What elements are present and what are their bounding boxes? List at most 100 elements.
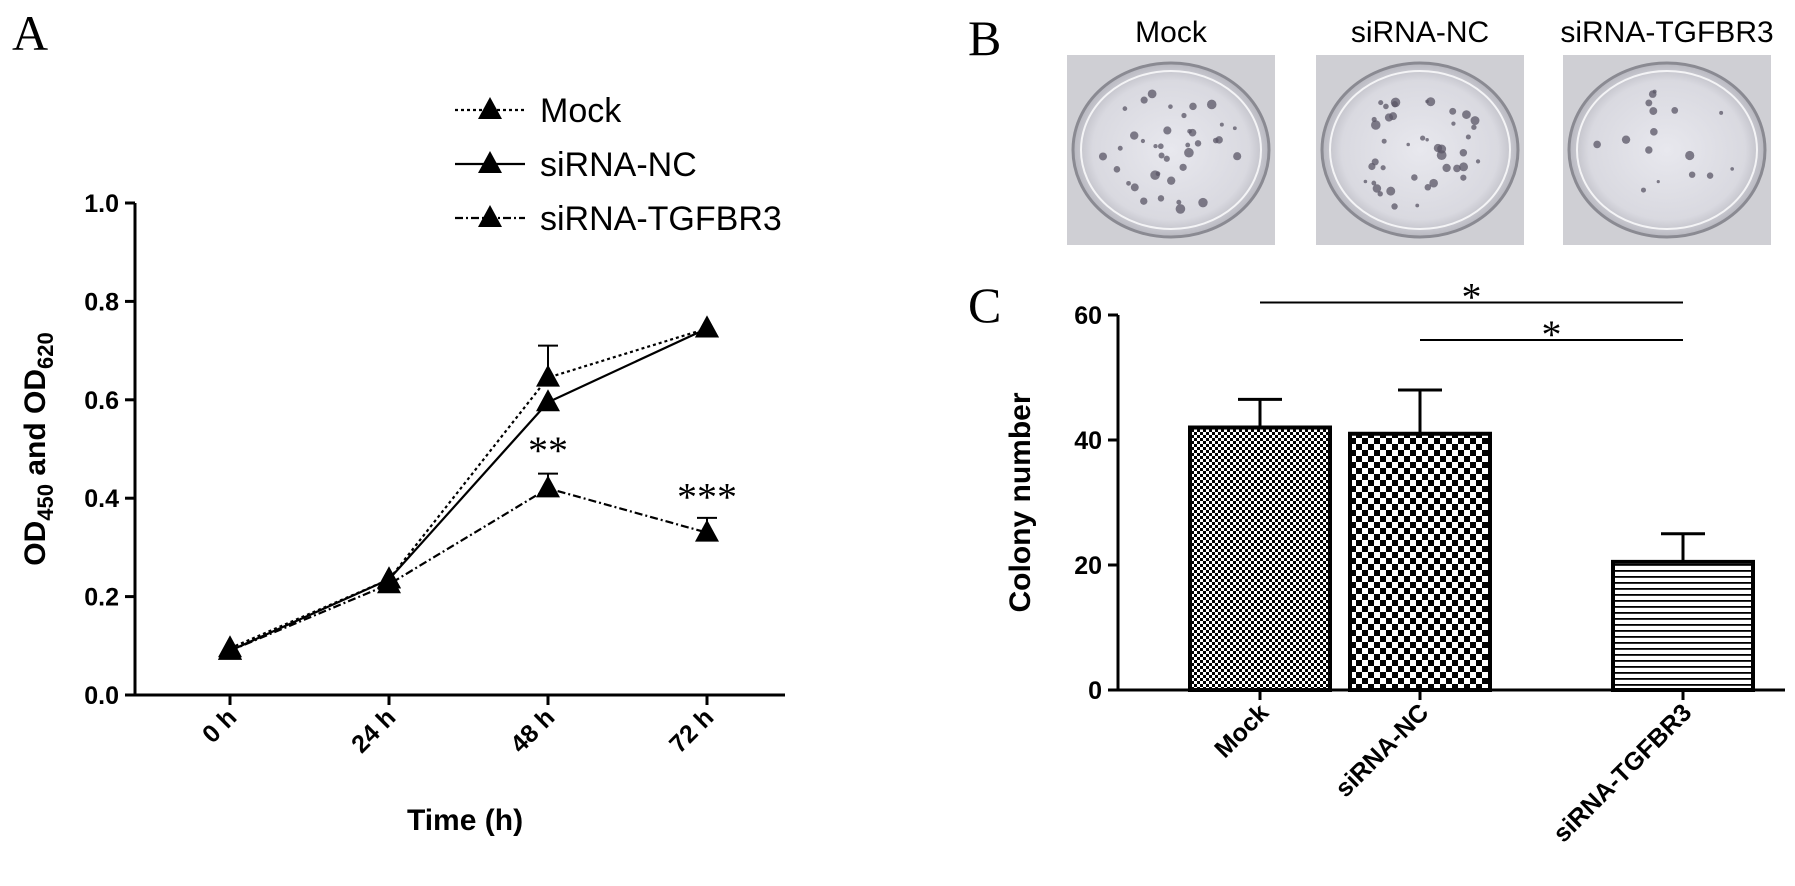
colony-dot	[1130, 183, 1139, 192]
colony-dot	[1377, 191, 1383, 197]
petri-dish	[1071, 61, 1271, 239]
data-point-sirna-tgfbr3	[218, 637, 242, 660]
colony-dot	[1470, 116, 1480, 126]
y-tick-label: 0.2	[84, 584, 119, 612]
colony-dot	[1185, 142, 1191, 148]
legend-label: Mock	[540, 92, 622, 130]
colony-dot	[1688, 171, 1696, 178]
colony-dot	[1168, 104, 1173, 109]
colony-dot	[1425, 99, 1429, 104]
x-tick-label: 72 h	[664, 703, 719, 758]
y-axis-title: Colony number	[1004, 392, 1037, 612]
colony-dot	[1640, 187, 1646, 193]
y-title-subscript: 450	[33, 484, 58, 521]
y-title-part: OD	[19, 521, 52, 566]
bar-sirna-tgfbr3	[1611, 559, 1755, 692]
colony-dot	[1391, 101, 1398, 108]
dish-rim	[1329, 70, 1511, 230]
colony-dot	[1645, 99, 1653, 107]
x-tick-label: siRNA-NC	[1330, 698, 1434, 802]
y-tick-label: 60	[1074, 302, 1102, 330]
colony-dot	[1129, 131, 1139, 140]
bar-sirna-nc	[1348, 431, 1492, 692]
colony-dot	[1436, 150, 1447, 161]
y-tick-label: 0.4	[84, 485, 119, 513]
colony-dot	[1459, 162, 1469, 172]
colony-dot	[1451, 121, 1456, 126]
colony-dot	[1383, 103, 1389, 110]
y-title-part: and OD	[19, 369, 52, 484]
colony-dot	[1411, 174, 1418, 181]
colony-dot	[1730, 167, 1734, 171]
colony-dot	[1649, 107, 1658, 115]
y-title-subscript: 620	[33, 332, 58, 369]
colony-dot	[1593, 140, 1601, 149]
colony-dot	[1167, 176, 1176, 185]
petri-dish	[1567, 61, 1767, 239]
y-tick-label: 0.6	[84, 387, 119, 415]
colony-dot	[1656, 180, 1660, 184]
colony-dot	[1459, 149, 1468, 157]
colony-dot	[1719, 110, 1724, 115]
y-tick-label: 0	[1088, 677, 1102, 705]
colony-dot	[1460, 174, 1467, 181]
colony-dot	[1465, 134, 1471, 140]
data-point-mock	[536, 364, 560, 387]
colony-dot	[1645, 146, 1653, 154]
colony-dot	[1155, 171, 1161, 177]
colony-dot	[1378, 100, 1384, 106]
data-point-sirna-tgfbr3	[536, 475, 560, 498]
significance-mark: *	[1462, 275, 1482, 320]
colony-dot	[1415, 203, 1420, 208]
significance-mark: **	[528, 428, 568, 473]
colony-dot	[1232, 126, 1237, 131]
data-point-sirna-nc	[695, 315, 719, 338]
photo-label: Mock	[1135, 16, 1208, 49]
colony-dot	[1153, 143, 1158, 149]
colony-dot	[1380, 165, 1386, 171]
colony-dot	[1181, 112, 1187, 119]
colony-dot	[1147, 89, 1157, 99]
y-tick-label: 1.0	[84, 190, 119, 218]
y-tick-label: 0.0	[84, 682, 119, 710]
significance-mark: *	[1542, 312, 1562, 357]
legend-label: siRNA-TGFBR3	[540, 200, 782, 238]
colony-dot	[1126, 180, 1131, 186]
colony-dot	[1157, 195, 1165, 202]
significance-mark: ***	[677, 475, 737, 520]
data-point-sirna-nc	[536, 389, 560, 412]
x-tick-label: siRNA-TGFBR3	[1548, 698, 1697, 847]
colony-dot	[1233, 152, 1242, 161]
colony-dot	[1650, 128, 1658, 136]
colony-dot	[1194, 140, 1202, 147]
od-growth-line-chart: 0.0 0.2 0.4 0.6 0.8 1.0 0 h 24 h 48 h 72 h Time (h…	[19, 92, 785, 837]
colony-number-bar-chart: 0 20 40 60 Mock siRNA-NC siRNA-TGFBR3 Colony nu…	[1004, 275, 1785, 848]
colony-dot	[1176, 199, 1182, 205]
colony-dot	[1140, 138, 1146, 144]
colony-dot	[1179, 163, 1187, 171]
colony-dot	[1163, 155, 1170, 162]
colony-dot	[1372, 184, 1382, 193]
colony-dot	[1442, 163, 1451, 173]
data-point-sirna-tgfbr3	[695, 519, 719, 542]
x-tick-label: 24 h	[346, 703, 401, 758]
colony-dot	[1706, 172, 1714, 179]
colony-dot	[1175, 204, 1186, 214]
colony-dot	[1198, 197, 1208, 208]
colony-dot	[1371, 120, 1381, 130]
dish-rim	[1576, 70, 1758, 230]
colony-dot	[1189, 102, 1197, 111]
colony-dot	[1117, 145, 1123, 151]
series-line-mock	[229, 327, 708, 650]
colony-dot	[1363, 179, 1368, 184]
photo-label: siRNA-NC	[1351, 16, 1489, 49]
x-tick-label: 48 h	[505, 703, 560, 758]
panel-label-b: B	[968, 10, 1001, 66]
panel-label-a: A	[12, 5, 48, 61]
colony-dot	[1368, 162, 1376, 171]
colony-dot	[1098, 152, 1107, 161]
colony-dot	[1157, 143, 1164, 150]
colony-dot	[1685, 150, 1695, 161]
colony-dot	[1406, 142, 1410, 147]
